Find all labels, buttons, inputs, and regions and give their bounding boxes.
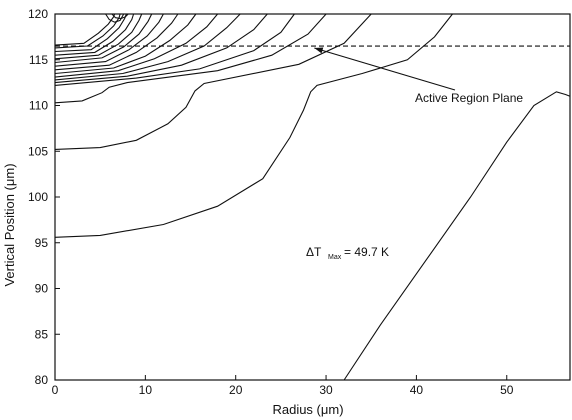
x-tick-label: 50 — [500, 383, 514, 397]
contour-line-4 — [54, 13, 327, 104]
contour-line-2 — [54, 13, 453, 238]
x-tick-label: 30 — [319, 383, 333, 397]
y-axis-ticks: 80 85 90 95 100 105 110 115 120 — [28, 7, 60, 387]
delta-t-subscript: Max — [328, 254, 342, 261]
y-tick-label: 120 — [28, 7, 48, 21]
contour-line-3 — [54, 13, 372, 150]
contour-line-10 — [54, 13, 179, 71]
contour-line-12 — [54, 13, 153, 64]
contour-line-7 — [54, 13, 241, 81]
x-tick-label: 40 — [410, 383, 424, 397]
y-axis-title: Vertical Position (μm) — [2, 163, 17, 286]
y-tick-label: 105 — [28, 144, 48, 158]
y-tick-label: 115 — [29, 53, 48, 67]
delta-t-symbol: ΔT — [306, 245, 322, 259]
x-axis-ticks: 0 10 20 30 40 50 — [52, 375, 514, 397]
delta-t-value: = 49.7 K — [344, 245, 389, 259]
contour-lines — [54, 13, 571, 381]
contour-line-1 — [343, 91, 571, 381]
active-region-label: Active Region Plane — [415, 91, 523, 105]
x-tick-label: 10 — [139, 383, 153, 397]
contour-line-8 — [54, 13, 219, 78]
y-tick-label: 90 — [35, 282, 49, 296]
active-region-arrow — [314, 47, 456, 91]
arrow-shaft — [314, 47, 456, 91]
y-tick-label: 110 — [29, 99, 48, 113]
contour-line-9 — [54, 13, 197, 75]
y-tick-label: 100 — [28, 190, 48, 204]
y-tick-label: 80 — [35, 373, 49, 387]
contour-line-13 — [54, 13, 143, 60]
contour-line-6 — [54, 13, 268, 84]
contour-line-11 — [54, 13, 164, 67]
contour-line-14 — [54, 13, 135, 56]
delta-t-max-annotation: ΔT Max = 49.7 K — [306, 245, 389, 261]
y-tick-label: 85 — [35, 327, 49, 341]
x-tick-label: 0 — [52, 383, 59, 397]
x-tick-label: 20 — [229, 383, 243, 397]
y-tick-label: 95 — [35, 236, 49, 250]
contour-line-5 — [54, 13, 295, 86]
contour-line-19 — [111, 13, 129, 20]
x-axis-title: Radius (μm) — [272, 402, 343, 417]
contour-line-15 — [54, 13, 127, 53]
arrow-head — [314, 47, 324, 54]
